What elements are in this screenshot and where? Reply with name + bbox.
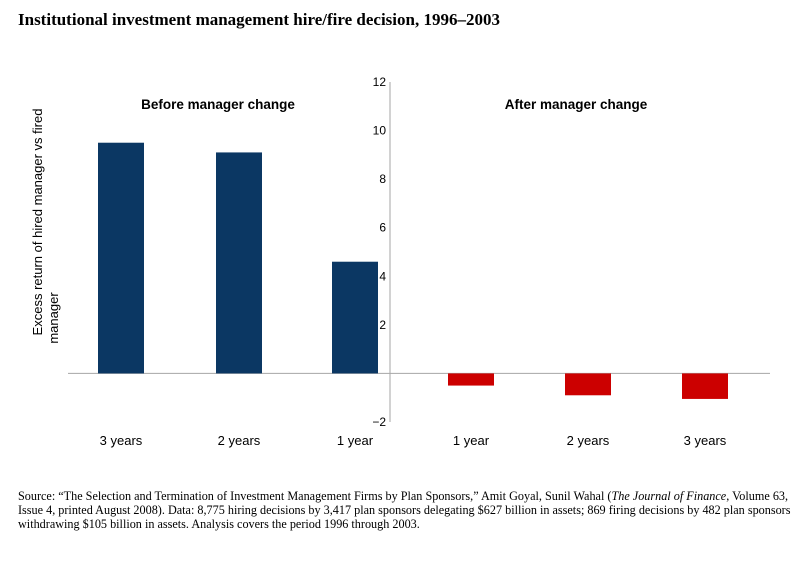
y-axis-ticks: −2 2 4 6 8 10 12 <box>372 75 386 429</box>
x-tick-label: 3 years <box>100 433 143 448</box>
bar-chart: Excess return of hired manager vs firedm… <box>30 75 770 448</box>
y-tick-label: −2 <box>372 415 386 429</box>
panel-label: After manager change <box>505 97 648 112</box>
chart-panels: Before manager change 3 years 2 years 1 yea… <box>98 97 728 448</box>
source-suffix: , Volume 63, Issue 4, printed August 200… <box>18 489 791 531</box>
y-tick-label: 12 <box>373 75 387 89</box>
source-prefix: Source: “The Selection and Termination o… <box>18 489 612 503</box>
y-axis-label: Excess return of hired manager vs firedm… <box>30 109 61 344</box>
bar <box>682 373 728 399</box>
source-journal: The Journal of Finance <box>611 489 727 503</box>
y-tick-label: 4 <box>379 269 386 283</box>
x-tick-label: 2 years <box>218 433 261 448</box>
source-note: Source: “The Selection and Termination o… <box>18 489 793 531</box>
bar <box>216 152 262 374</box>
x-tick-label: 1 year <box>453 433 490 448</box>
chart-title: Institutional investment management hire… <box>18 10 500 29</box>
x-tick-label: 3 years <box>684 433 727 448</box>
bar <box>448 373 494 386</box>
bar <box>565 373 611 396</box>
bar <box>332 261 378 374</box>
bar <box>98 142 144 374</box>
x-tick-label: 2 years <box>567 433 610 448</box>
y-tick-label: 6 <box>379 221 386 235</box>
y-tick-label: 2 <box>379 318 386 332</box>
y-tick-label: 8 <box>379 172 386 186</box>
y-tick-label: 10 <box>373 124 387 138</box>
x-tick-label: 1 year <box>337 433 374 448</box>
panel-label: Before manager change <box>141 97 295 112</box>
